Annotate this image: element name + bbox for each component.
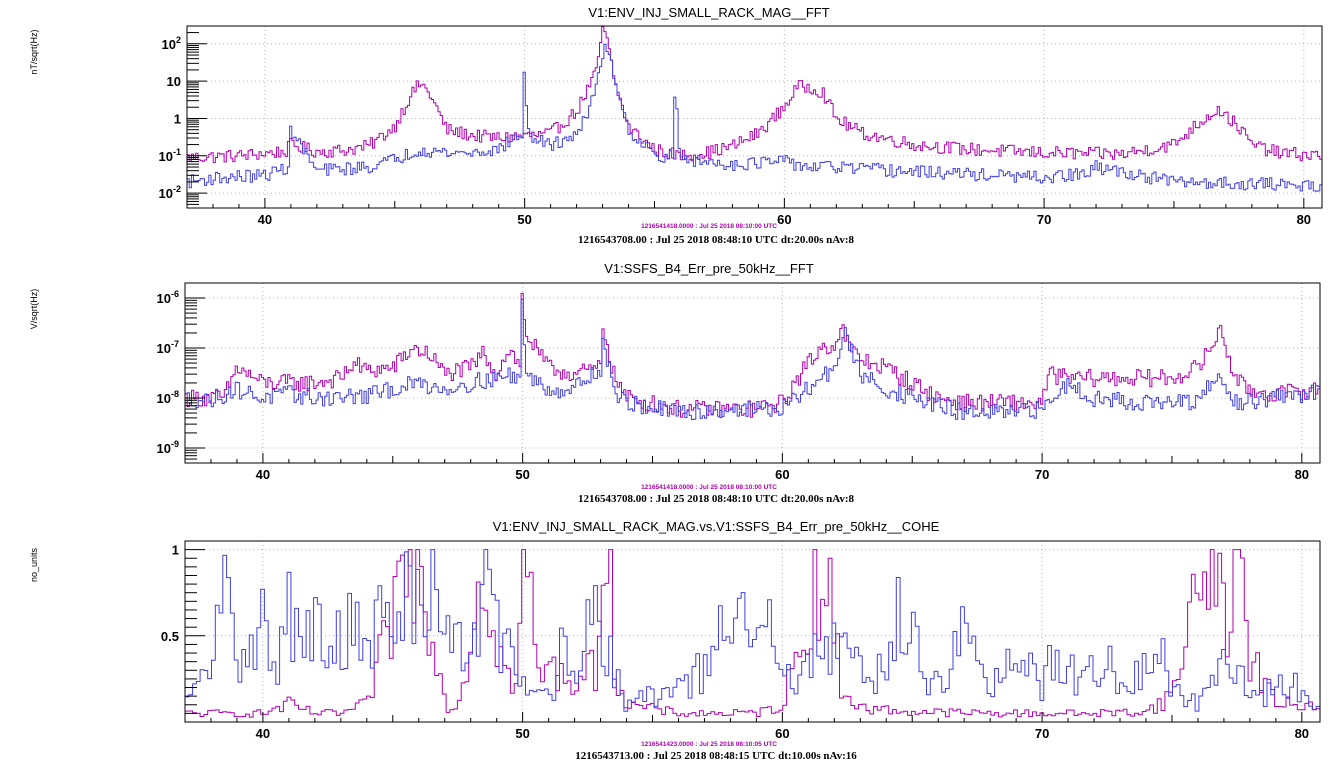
y-tick-label: 1 xyxy=(174,111,181,126)
x-tick-label: 60 xyxy=(775,726,789,741)
reference-timestamp-label: 1216541423.0000 : Jul 25 2018 08:10:05 U… xyxy=(641,741,777,748)
x-tick-label: 60 xyxy=(777,212,791,227)
reference-trace xyxy=(185,292,1320,419)
x-tick-label: 80 xyxy=(1295,726,1309,741)
panel-title: V1:ENV_INJ_SMALL_RACK_MAG__FFT xyxy=(588,5,829,20)
y-tick-label: 10-1 xyxy=(159,147,181,164)
reference-trace xyxy=(187,26,1322,163)
y-tick-label: 102 xyxy=(162,35,181,52)
y-axis-label: V/sqrt(Hz) xyxy=(29,289,39,330)
y-axis: 10-9 10-8 10-7 10-6 xyxy=(157,282,205,464)
panel-title: V1:ENV_INJ_SMALL_RACK_MAG.vs.V1:SSFS_B4_… xyxy=(493,519,940,534)
y-tick-label: 10-8 xyxy=(157,389,179,406)
current-trace xyxy=(185,549,1320,712)
y-tick-label: 10 xyxy=(167,74,181,89)
reference-trace xyxy=(185,549,1320,718)
panel-mag-fft: V1:ENV_INJ_SMALL_RACK_MAG__FFT nT/sqrt(H… xyxy=(29,5,1323,246)
y-tick-label: 0.5 xyxy=(161,629,179,644)
y-tick-label: 10-9 xyxy=(157,439,179,456)
y-axis: 0.51 xyxy=(161,540,205,714)
panel-title: V1:SSFS_B4_Err_pre_50kHz__FFT xyxy=(604,261,814,276)
x-tick-label: 70 xyxy=(1035,726,1049,741)
current-trace xyxy=(185,298,1320,420)
y-axis: 10-2 10-1 1 10 102 xyxy=(159,25,207,209)
x-tick-label: 80 xyxy=(1297,212,1311,227)
panel-coherence: V1:ENV_INJ_SMALL_RACK_MAG.vs.V1:SSFS_B4_… xyxy=(29,519,1321,762)
y-axis-label: no_units xyxy=(29,547,39,582)
reference-timestamp-label: 1216541418.0000 : Jul 25 2018 08:10:00 U… xyxy=(641,223,777,230)
series-group xyxy=(185,549,1320,718)
reference-timestamp-label: 1216541418.0000 : Jul 25 2018 08:10:00 U… xyxy=(641,484,777,491)
x-axis: 40 50 60 70 80 xyxy=(184,453,1309,482)
x-tick-label: 60 xyxy=(775,467,789,482)
current-trace xyxy=(187,43,1322,192)
x-tick-label: 40 xyxy=(256,726,270,741)
plot-frame xyxy=(184,540,1321,723)
plot-area: 40 50 60 70 80 10-2 10-1 1 10 102 xyxy=(159,25,1323,227)
x-axis: 40 50 60 70 80 xyxy=(184,712,1309,741)
x-tick-label: 50 xyxy=(517,212,531,227)
measurement-info-label: 1216543708.00 : Jul 25 2018 08:48:10 UTC… xyxy=(578,493,855,505)
plot-area: 40 50 60 70 800.51 xyxy=(161,540,1321,741)
series-group xyxy=(185,292,1320,420)
panel-ssfs-fft: V1:SSFS_B4_Err_pre_50kHz__FFT V/sqrt(Hz)… xyxy=(29,261,1321,505)
x-tick-label: 40 xyxy=(258,212,272,227)
y-tick-label: 10-7 xyxy=(157,339,179,356)
plot-area: 40 50 60 70 80 10-9 10-8 10-7 10-6 xyxy=(157,282,1321,482)
x-tick-label: 70 xyxy=(1037,212,1051,227)
y-tick-label: 1 xyxy=(172,543,179,558)
x-tick-label: 40 xyxy=(256,467,270,482)
y-tick-label: 10-2 xyxy=(159,184,181,201)
measurement-info-label: 1216543713.00 : Jul 25 2018 08:48:15 UTC… xyxy=(575,750,857,762)
plot-frame xyxy=(184,282,1321,464)
y-axis-label: nT/sqrt(Hz) xyxy=(29,29,39,74)
x-tick-label: 80 xyxy=(1295,467,1309,482)
plot-frame xyxy=(186,25,1323,209)
x-axis: 40 50 60 70 80 xyxy=(186,198,1311,227)
x-tick-label: 50 xyxy=(515,726,529,741)
x-tick-label: 50 xyxy=(515,467,529,482)
measurement-info-label: 1216543708.00 : Jul 25 2018 08:48:10 UTC… xyxy=(578,234,855,246)
series-group xyxy=(187,26,1322,192)
y-tick-label: 10-6 xyxy=(157,289,179,306)
x-tick-label: 70 xyxy=(1035,467,1049,482)
